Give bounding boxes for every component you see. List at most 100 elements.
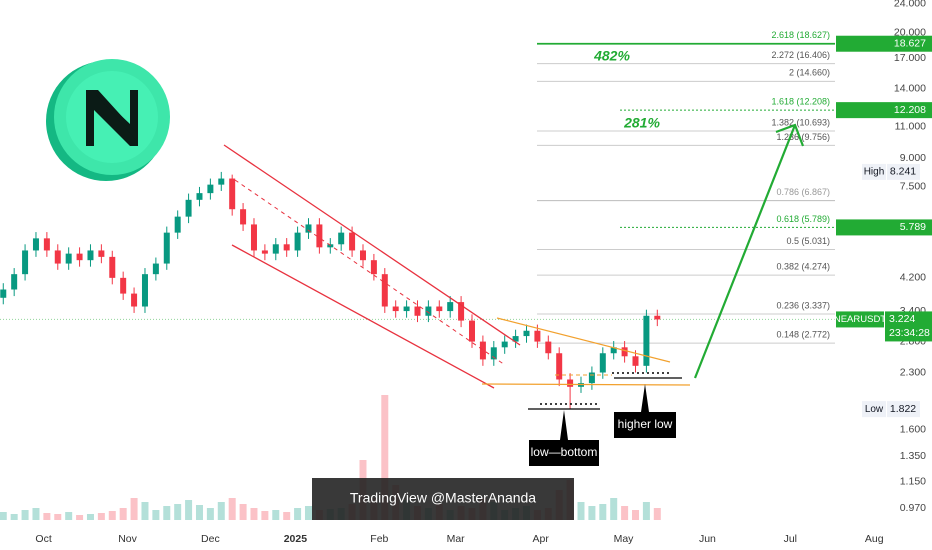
price-tag-label: 8.241 bbox=[890, 166, 916, 178]
candle-body bbox=[643, 315, 650, 366]
volume-bar bbox=[130, 498, 138, 520]
candle-body bbox=[621, 347, 628, 357]
candle-body bbox=[567, 379, 574, 387]
tag-name-box bbox=[862, 163, 886, 180]
candle-body bbox=[512, 336, 519, 342]
volume-bar bbox=[32, 508, 40, 520]
volume-bar bbox=[621, 506, 629, 520]
candle-body bbox=[32, 238, 39, 251]
candle-body bbox=[54, 250, 61, 264]
volume-bar bbox=[588, 506, 596, 520]
tag-name: High bbox=[864, 167, 885, 178]
candle-body bbox=[447, 302, 454, 312]
callout-box bbox=[614, 384, 676, 438]
candle-body bbox=[294, 232, 301, 251]
candle-body bbox=[468, 320, 475, 342]
volume-bar bbox=[294, 508, 302, 520]
volume-bar bbox=[108, 511, 116, 520]
y-tick-label: 11.000 bbox=[895, 120, 926, 132]
candle-body bbox=[610, 347, 617, 354]
x-tick-label: Mar bbox=[447, 533, 466, 545]
candle-body bbox=[283, 244, 290, 251]
callout-box bbox=[529, 410, 599, 466]
price-tag-label: 5.789 bbox=[900, 221, 926, 233]
candle-body bbox=[338, 232, 345, 245]
fib-label: 0.786 (6.867) bbox=[776, 187, 830, 197]
x-tick-label: Oct bbox=[35, 533, 51, 545]
candle-body bbox=[65, 253, 72, 264]
fib-label: 1.236 (9.756) bbox=[776, 132, 830, 142]
volume-bar bbox=[206, 508, 214, 520]
x-tick-label: May bbox=[614, 533, 635, 545]
volume-bar bbox=[163, 506, 171, 520]
callout-text: low—bottom bbox=[531, 445, 598, 459]
price-tag bbox=[885, 311, 932, 342]
volume-bar bbox=[632, 510, 640, 520]
candle-body bbox=[0, 289, 7, 298]
volume-bar bbox=[642, 502, 650, 520]
candle-body bbox=[152, 263, 159, 275]
fib-label: 0.5 (5.031) bbox=[786, 236, 830, 246]
x-tick-label: 2025 bbox=[284, 533, 308, 545]
price-tag bbox=[836, 35, 932, 52]
x-tick-label: Jul bbox=[784, 533, 797, 545]
candle-body bbox=[632, 356, 639, 366]
candle-body bbox=[414, 306, 421, 316]
candle-body bbox=[359, 250, 366, 261]
volume-bar bbox=[174, 504, 182, 520]
candle-body bbox=[207, 184, 214, 194]
fib-label: 2.272 (16.406) bbox=[771, 50, 830, 60]
y-tick-label: 9.000 bbox=[900, 152, 926, 164]
fib-label: 2 (14.660) bbox=[789, 68, 830, 78]
volume-bar bbox=[10, 514, 18, 520]
y-tick-label: 14.000 bbox=[894, 82, 926, 94]
x-tick-label: Apr bbox=[532, 533, 549, 545]
volume-bar bbox=[21, 510, 29, 520]
volume-bar bbox=[239, 504, 247, 520]
candle-body bbox=[250, 224, 257, 251]
candle-body bbox=[120, 277, 127, 294]
candle-body bbox=[196, 193, 203, 200]
tag-name-box bbox=[862, 401, 886, 418]
price-tag-label: 12.208 bbox=[894, 104, 926, 116]
candle-body bbox=[599, 353, 606, 373]
volume-bar bbox=[97, 513, 105, 520]
callout-text: higher low bbox=[618, 417, 673, 431]
y-tick-label: 4.200 bbox=[900, 272, 926, 284]
volume-bar bbox=[653, 508, 661, 520]
symbol-label: NEARUSDT bbox=[834, 314, 886, 325]
candle-body bbox=[229, 178, 236, 210]
candle-body bbox=[349, 232, 356, 251]
price-tag bbox=[836, 102, 932, 119]
candle-body bbox=[272, 244, 279, 254]
x-tick-label: Dec bbox=[201, 533, 220, 545]
candle-body bbox=[98, 250, 105, 257]
volume-bar bbox=[43, 513, 51, 520]
price-axis: 24.000 20.000 17.000 14.000 11.000 9.000 7.500… bbox=[834, 0, 932, 525]
x-tick-label: Nov bbox=[118, 533, 137, 545]
volume-bar bbox=[0, 512, 7, 520]
volume-bar bbox=[283, 512, 291, 520]
volume-bar bbox=[152, 510, 160, 520]
candle-body bbox=[523, 330, 530, 337]
x-tick-label: Feb bbox=[370, 533, 388, 545]
volume-bar bbox=[195, 505, 203, 520]
percent-annotation: 281% bbox=[623, 115, 660, 131]
candle-body bbox=[163, 232, 170, 264]
volume-bar bbox=[65, 512, 73, 520]
volume-bar bbox=[599, 504, 607, 520]
percent-annotation: 482% bbox=[593, 48, 630, 64]
volume-bar bbox=[250, 508, 258, 520]
candle-body bbox=[76, 253, 83, 261]
candle-body bbox=[370, 260, 377, 275]
volume-bar bbox=[76, 515, 84, 520]
price-tag bbox=[836, 219, 932, 236]
candle-body bbox=[185, 199, 192, 217]
y-tick-label: 2.300 bbox=[900, 366, 926, 378]
candle-body bbox=[109, 256, 116, 278]
fib-label: 1.382 (10.693) bbox=[771, 117, 830, 127]
candle-body bbox=[131, 293, 138, 307]
candle-body bbox=[545, 341, 552, 354]
candle-body bbox=[305, 224, 312, 233]
fib-label: 0.148 (2.772) bbox=[776, 330, 830, 340]
